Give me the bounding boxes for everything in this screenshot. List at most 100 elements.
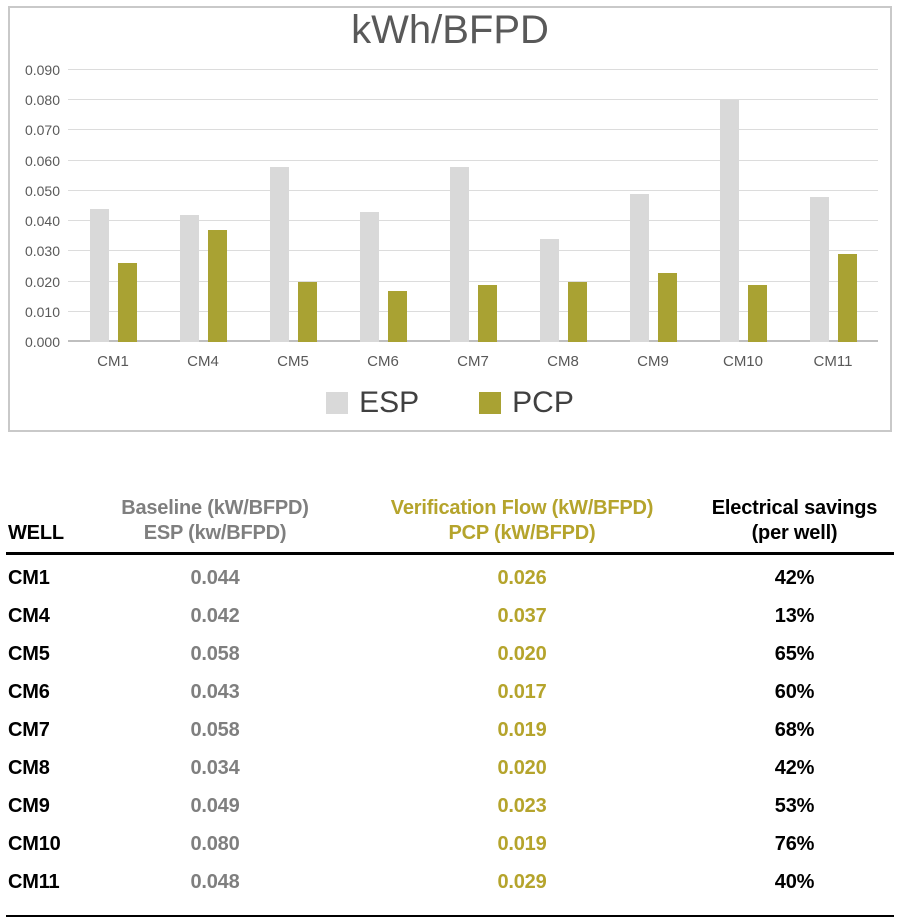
gridline bbox=[68, 220, 878, 222]
bar-pcp-cm7 bbox=[477, 284, 497, 342]
well-data-table: WELL Baseline (kW/BFPD) ESP (kw/BFPD) Ve… bbox=[6, 474, 894, 917]
bar-pcp-cm10 bbox=[747, 284, 767, 342]
table-row-cm9: CM9 0.049 0.023 53% bbox=[6, 787, 894, 825]
bar-esp-cm9 bbox=[629, 193, 649, 342]
bar-group-cm6 bbox=[338, 70, 428, 342]
header-verification-pcp: Verification Flow (kW/BFPD) PCP (kW/BFPD… bbox=[349, 474, 695, 554]
bar-pcp-cm5 bbox=[297, 281, 317, 342]
bar-group-cm9 bbox=[608, 70, 698, 342]
bars-layer bbox=[68, 70, 878, 342]
x-axis: CM1 CM4 CM5 CM6 CM7 CM8 CM9 CM10 CM11 bbox=[68, 353, 878, 370]
x-axis-label-cm5: CM5 bbox=[277, 353, 309, 370]
bar-pcp-cm4 bbox=[207, 230, 227, 342]
table-row-cm4: CM4 0.042 0.037 13% bbox=[6, 597, 894, 635]
x-axis-label-cm4: CM4 bbox=[187, 353, 219, 370]
y-axis-tick-label: 0.070 bbox=[24, 122, 60, 139]
cell-esp-value: 0.058 bbox=[190, 642, 240, 665]
header-well: WELL bbox=[6, 474, 81, 554]
bar-pcp-cm1 bbox=[117, 263, 137, 342]
x-axis-label-cm8: CM8 bbox=[547, 353, 579, 370]
y-axis-tick-label: 0.020 bbox=[24, 273, 60, 290]
cell-savings: 13% bbox=[774, 604, 815, 627]
gridline bbox=[68, 250, 878, 252]
bar-esp-cm11 bbox=[809, 196, 829, 342]
chart-plot-region: 0.000 0.010 0.020 0.030 0.040 0.050 0.060 0.070… bbox=[12, 62, 878, 370]
table-row-cm6: CM6 0.043 0.017 60% bbox=[6, 673, 894, 711]
bar-esp-cm7 bbox=[449, 166, 469, 342]
cell-savings: 42% bbox=[774, 566, 815, 589]
legend-item-esp: ESP bbox=[326, 386, 419, 420]
plot-area bbox=[68, 69, 878, 342]
cell-well: CM1 bbox=[8, 566, 50, 589]
chart-panel: kWh/BFPD 0.000 0.010 0.020 0.030 0.040 0.050 0… bbox=[8, 6, 892, 432]
x-axis-label-cm1: CM1 bbox=[97, 353, 129, 370]
cell-esp-value: 0.043 bbox=[190, 680, 240, 703]
bar-pcp-cm11 bbox=[837, 254, 857, 342]
y-axis-tick-label: 0.060 bbox=[24, 152, 60, 169]
cell-savings: 60% bbox=[774, 680, 815, 703]
table-row-cm1: CM1 0.044 0.026 42% bbox=[6, 554, 894, 598]
cell-well: CM7 bbox=[8, 718, 50, 741]
cell-esp-value: 0.058 bbox=[190, 718, 240, 741]
header-verification-line1: Verification Flow (kW/BFPD) bbox=[390, 497, 654, 519]
x-axis-label-cm6: CM6 bbox=[367, 353, 399, 370]
y-axis-tick-label: 0.090 bbox=[24, 62, 60, 78]
header-savings: Electrical savings (per well) bbox=[695, 474, 894, 554]
cell-well: CM9 bbox=[8, 794, 50, 817]
table-row-cm8: CM8 0.034 0.020 42% bbox=[6, 749, 894, 787]
gridline bbox=[68, 99, 878, 101]
cell-esp-value: 0.080 bbox=[190, 832, 240, 855]
cell-esp-value: 0.042 bbox=[190, 604, 240, 627]
x-axis-label-cm9: CM9 bbox=[637, 353, 669, 370]
bar-group-cm1 bbox=[68, 70, 158, 342]
bar-esp-cm6 bbox=[359, 212, 379, 342]
bar-pcp-cm9 bbox=[657, 272, 677, 342]
cell-well: CM5 bbox=[8, 642, 50, 665]
gridline bbox=[68, 69, 878, 70]
header-baseline-line2: ESP (kw/BFPD) bbox=[143, 522, 287, 544]
cell-pcp-value: 0.019 bbox=[497, 718, 547, 741]
table-header-row: WELL Baseline (kW/BFPD) ESP (kw/BFPD) Ve… bbox=[6, 474, 894, 554]
bar-group-cm5 bbox=[248, 70, 338, 342]
cell-savings: 53% bbox=[774, 794, 815, 817]
y-axis-tick-label: 0.080 bbox=[24, 92, 60, 109]
x-axis-label-cm11: CM11 bbox=[813, 353, 853, 370]
table-row-cm5: CM5 0.058 0.020 65% bbox=[6, 635, 894, 673]
bar-esp-cm8 bbox=[539, 239, 559, 342]
cell-pcp-value: 0.029 bbox=[497, 870, 547, 893]
header-verification-line2: PCP (kW/BFPD) bbox=[448, 522, 596, 544]
bar-pcp-cm8 bbox=[567, 281, 587, 342]
header-baseline-line1: Baseline (kW/BFPD) bbox=[121, 497, 309, 519]
legend-label-esp: ESP bbox=[359, 386, 420, 419]
y-axis-tick-label: 0.040 bbox=[24, 213, 60, 230]
cell-pcp-value: 0.020 bbox=[497, 756, 547, 779]
legend-swatch-pcp bbox=[479, 392, 502, 414]
cell-esp-value: 0.034 bbox=[190, 756, 240, 779]
y-axis-tick-label: 0.050 bbox=[24, 182, 60, 199]
cell-pcp-value: 0.037 bbox=[497, 604, 547, 627]
legend-item-pcp: PCP bbox=[479, 386, 574, 420]
cell-pcp-value: 0.019 bbox=[497, 832, 547, 855]
cell-savings: 40% bbox=[774, 870, 815, 893]
bar-esp-cm5 bbox=[269, 166, 289, 342]
legend-label-pcp: PCP bbox=[512, 386, 574, 419]
bar-group-cm4 bbox=[158, 70, 248, 342]
y-axis-tick-label: 0.000 bbox=[24, 334, 60, 350]
bar-esp-cm4 bbox=[179, 215, 199, 342]
x-axis-label-cm10: CM10 bbox=[722, 353, 763, 370]
gridline bbox=[68, 310, 878, 312]
y-axis-tick-label: 0.010 bbox=[24, 303, 60, 320]
cell-well: CM8 bbox=[8, 756, 50, 779]
cell-pcp-value: 0.017 bbox=[497, 680, 547, 703]
gridline bbox=[68, 159, 878, 161]
cell-savings: 76% bbox=[774, 832, 815, 855]
cell-well: CM4 bbox=[8, 604, 50, 627]
gridline bbox=[68, 129, 878, 131]
cell-well: CM6 bbox=[8, 680, 50, 703]
table-row-cm11: CM11 0.048 0.029 40% bbox=[6, 863, 894, 916]
bar-group-cm10 bbox=[698, 70, 788, 342]
header-baseline-esp: Baseline (kW/BFPD) ESP (kw/BFPD) bbox=[81, 474, 349, 554]
y-axis-tick-label: 0.030 bbox=[24, 243, 60, 260]
bar-pcp-cm6 bbox=[387, 290, 407, 342]
cell-savings: 68% bbox=[774, 718, 815, 741]
